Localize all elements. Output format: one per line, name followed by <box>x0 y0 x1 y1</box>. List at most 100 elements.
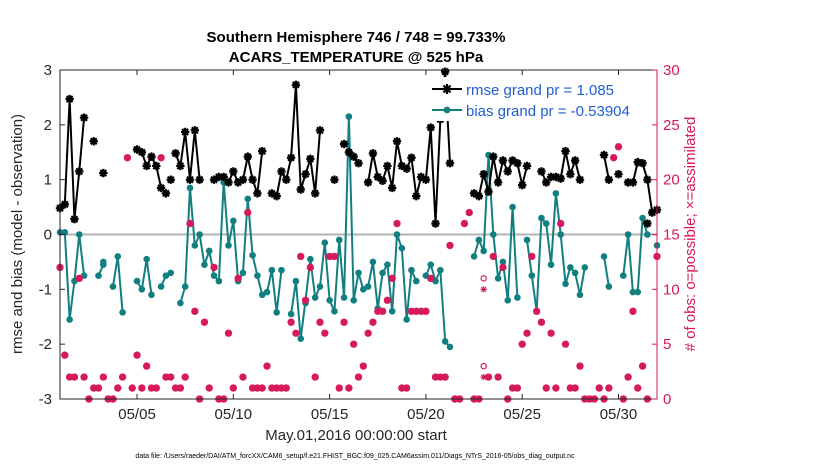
obs-assimilated-point <box>350 340 358 348</box>
rmse-point <box>79 113 89 122</box>
obs-assimilated-point <box>326 252 334 261</box>
obs-assimilated-point <box>292 329 300 337</box>
obs-assimilated-point <box>321 329 329 337</box>
rmse-point <box>614 169 623 179</box>
bias-point <box>196 231 203 238</box>
rmse-point <box>315 126 325 135</box>
bias-point <box>562 280 569 288</box>
legend-rmse-marker <box>442 84 452 94</box>
obs-assimilated-point <box>489 252 497 261</box>
obs-assimilated-point <box>61 351 69 359</box>
bias-point <box>278 266 285 274</box>
obs-assimilated-point <box>605 384 613 392</box>
obs-assimilated-point <box>123 154 132 162</box>
y-tick-label-right: 20 <box>663 172 680 189</box>
obs-assimilated-point <box>282 384 290 392</box>
obs-assimilated-point <box>566 384 574 392</box>
bias-point <box>576 291 584 299</box>
obs-assimilated-point <box>378 307 387 315</box>
y-tick-label-right: 5 <box>663 336 671 353</box>
obs-assimilated-point <box>417 307 425 315</box>
bias-point <box>263 288 271 296</box>
bias-point <box>528 272 536 279</box>
rmse-point <box>368 149 378 158</box>
obs-assimilated-point <box>268 384 276 392</box>
obs-assimilated-point <box>393 219 401 228</box>
bias-point <box>355 269 362 277</box>
rmse-point <box>633 157 642 167</box>
rmse-point <box>171 149 180 158</box>
obs-assimilated-thin-point <box>480 286 487 293</box>
obs-assimilated-point <box>364 329 372 337</box>
rmse-point <box>60 200 70 209</box>
obs-assimilated-point <box>306 263 314 271</box>
bias-point <box>634 288 642 296</box>
rmse-point <box>517 180 527 190</box>
obs-assimilated-point <box>200 318 209 326</box>
x-tick-label: 05/05 <box>118 406 156 423</box>
bias-point <box>157 283 165 290</box>
rmse-point <box>219 172 228 182</box>
rmse-point <box>267 189 277 198</box>
obs-assimilated-point <box>133 351 141 359</box>
rmse-point <box>445 159 455 168</box>
bias-point <box>350 297 357 304</box>
bias-point <box>494 275 502 282</box>
bias-point <box>119 309 126 316</box>
legend-bias-label: bias grand pr = -0.53904 <box>466 103 630 120</box>
chart-title-line-1: Southern Hemisphere 746 / 748 = 99.733% <box>207 29 506 46</box>
obs-assimilated-point <box>340 318 348 326</box>
bias-point <box>475 236 483 244</box>
obs-assimilated-point <box>335 384 343 392</box>
obs-assimilated-point <box>162 373 170 381</box>
obs-assimilated-point <box>248 384 257 392</box>
y-tick-label: 0 <box>44 227 52 244</box>
obs-assimilated-point <box>614 143 623 151</box>
bias-point <box>114 253 122 260</box>
obs-assimilated-point <box>99 373 107 381</box>
rmse-point <box>291 80 301 90</box>
obs-assimilated-point <box>273 384 281 392</box>
obs-assimilated-point <box>244 208 252 217</box>
rmse-point <box>195 175 204 184</box>
obs-assimilated-point <box>354 373 363 381</box>
obs-assimilated-point <box>316 318 324 326</box>
obs-assimilated-point <box>176 384 184 392</box>
obs-assimilated-point <box>157 154 165 162</box>
rmse-point <box>354 159 363 168</box>
rmse-point <box>542 178 551 187</box>
obs-assimilated-point <box>75 274 83 282</box>
obs-assimilated-point <box>171 384 180 392</box>
obs-assimilated-point <box>258 384 266 392</box>
rmse-point <box>484 187 493 196</box>
y-tick-label: 2 <box>44 117 52 134</box>
bias-point <box>490 231 497 238</box>
bias-point <box>230 217 237 225</box>
rmse-point <box>306 154 315 164</box>
rmse-point <box>402 164 411 173</box>
rmse-point <box>185 175 195 184</box>
obs-assimilated-point <box>571 384 579 392</box>
bias-point <box>345 113 353 120</box>
bias-point <box>225 242 232 249</box>
bias-point <box>629 288 637 296</box>
bias-point <box>509 203 516 211</box>
bias-point <box>340 294 348 301</box>
legend-bias-marker <box>443 106 451 114</box>
bias-point <box>201 261 208 268</box>
obs-assimilated-point <box>638 362 647 370</box>
rmse-point <box>392 137 402 146</box>
bias-point <box>538 214 545 222</box>
bias-point <box>514 294 521 301</box>
obs-assimilated-point <box>297 252 305 261</box>
y-tick-label-right: 25 <box>663 117 680 134</box>
rmse-point <box>623 178 633 187</box>
bias-point <box>273 309 280 316</box>
obs-assimilated-point <box>528 252 536 261</box>
rmse-point <box>604 175 614 184</box>
bias-point <box>138 286 146 293</box>
obs-assimilated-point <box>537 318 546 326</box>
bias-point <box>441 338 449 345</box>
rmse-point <box>70 214 79 224</box>
bias-point <box>326 297 333 304</box>
